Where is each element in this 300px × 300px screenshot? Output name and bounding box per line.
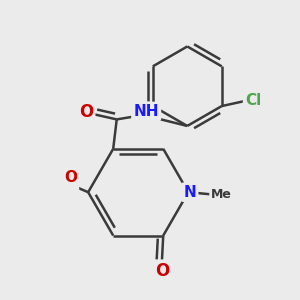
Text: O: O — [155, 262, 169, 280]
Text: NH: NH — [134, 104, 159, 119]
Text: methyl: methyl — [29, 185, 72, 195]
Text: O: O — [64, 170, 78, 185]
Text: methoxy: methoxy — [22, 185, 76, 195]
Text: Cl: Cl — [245, 93, 261, 108]
Text: N: N — [183, 185, 196, 200]
Text: methoxy: methoxy — [23, 185, 77, 195]
Text: Me: Me — [211, 188, 232, 201]
Text: O: O — [79, 103, 93, 121]
